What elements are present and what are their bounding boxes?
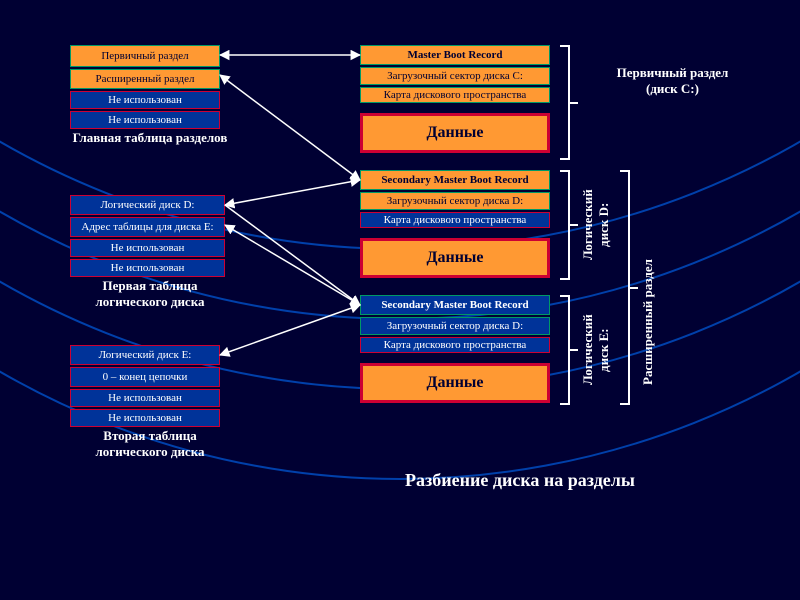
- diagram-box: Не использован: [70, 409, 220, 427]
- bracket-label: Логический диск E:: [580, 305, 612, 395]
- diagram-title: Разбиение диска на разделы: [320, 470, 720, 491]
- diagram-box: Не использован: [70, 111, 220, 129]
- diagram-box: Адрес таблицы для диска E:: [70, 217, 225, 237]
- diagram-box: Secondary Master Boot Record: [360, 295, 550, 315]
- diagram-box: Master Boot Record: [360, 45, 550, 65]
- diagram-box: Не использован: [70, 259, 225, 277]
- diagram-box: Не использован: [70, 91, 220, 109]
- diagram-box: Загрузочный сектор диска C:: [360, 67, 550, 85]
- diagram-box: Загрузочный сектор диска D:: [360, 317, 550, 335]
- bracket-label: Расширенный раздел: [640, 215, 656, 430]
- diagram-box: Логический диск E:: [70, 345, 220, 365]
- diagram-box: Данные: [360, 363, 550, 403]
- diagram-box: Расширенный раздел: [70, 69, 220, 89]
- diagram-box: Данные: [360, 113, 550, 153]
- bracket-label: Логический диск D:: [580, 180, 612, 270]
- diagram-box: Не использован: [70, 239, 225, 257]
- diagram-box: Карта дискового пространства: [360, 212, 550, 228]
- diagram-box: Данные: [360, 238, 550, 278]
- diagram-box: Карта дискового пространства: [360, 337, 550, 353]
- diagram-box: Первичный раздел: [70, 45, 220, 67]
- bracket: [560, 170, 570, 280]
- diagram-box: 0 – конец цепочки: [70, 367, 220, 387]
- diagram-box: Логический диск D:: [70, 195, 225, 215]
- diagram-box: Загрузочный сектор диска D:: [360, 192, 550, 210]
- bracket: [620, 170, 630, 405]
- table-caption: Главная таблица разделов: [50, 130, 250, 146]
- bracket: [560, 45, 570, 160]
- table-caption: Первая таблица логического диска: [80, 278, 220, 310]
- diagram-box: Не использован: [70, 389, 220, 407]
- partition-diagram: Первичный разделРасширенный разделНе исп…: [0, 0, 800, 600]
- table-caption: Вторая таблица логического диска: [80, 428, 220, 460]
- diagram-box: Secondary Master Boot Record: [360, 170, 550, 190]
- bracket-label: Первичный раздел (диск C:): [600, 65, 745, 97]
- bracket: [560, 295, 570, 405]
- diagram-box: Карта дискового пространства: [360, 87, 550, 103]
